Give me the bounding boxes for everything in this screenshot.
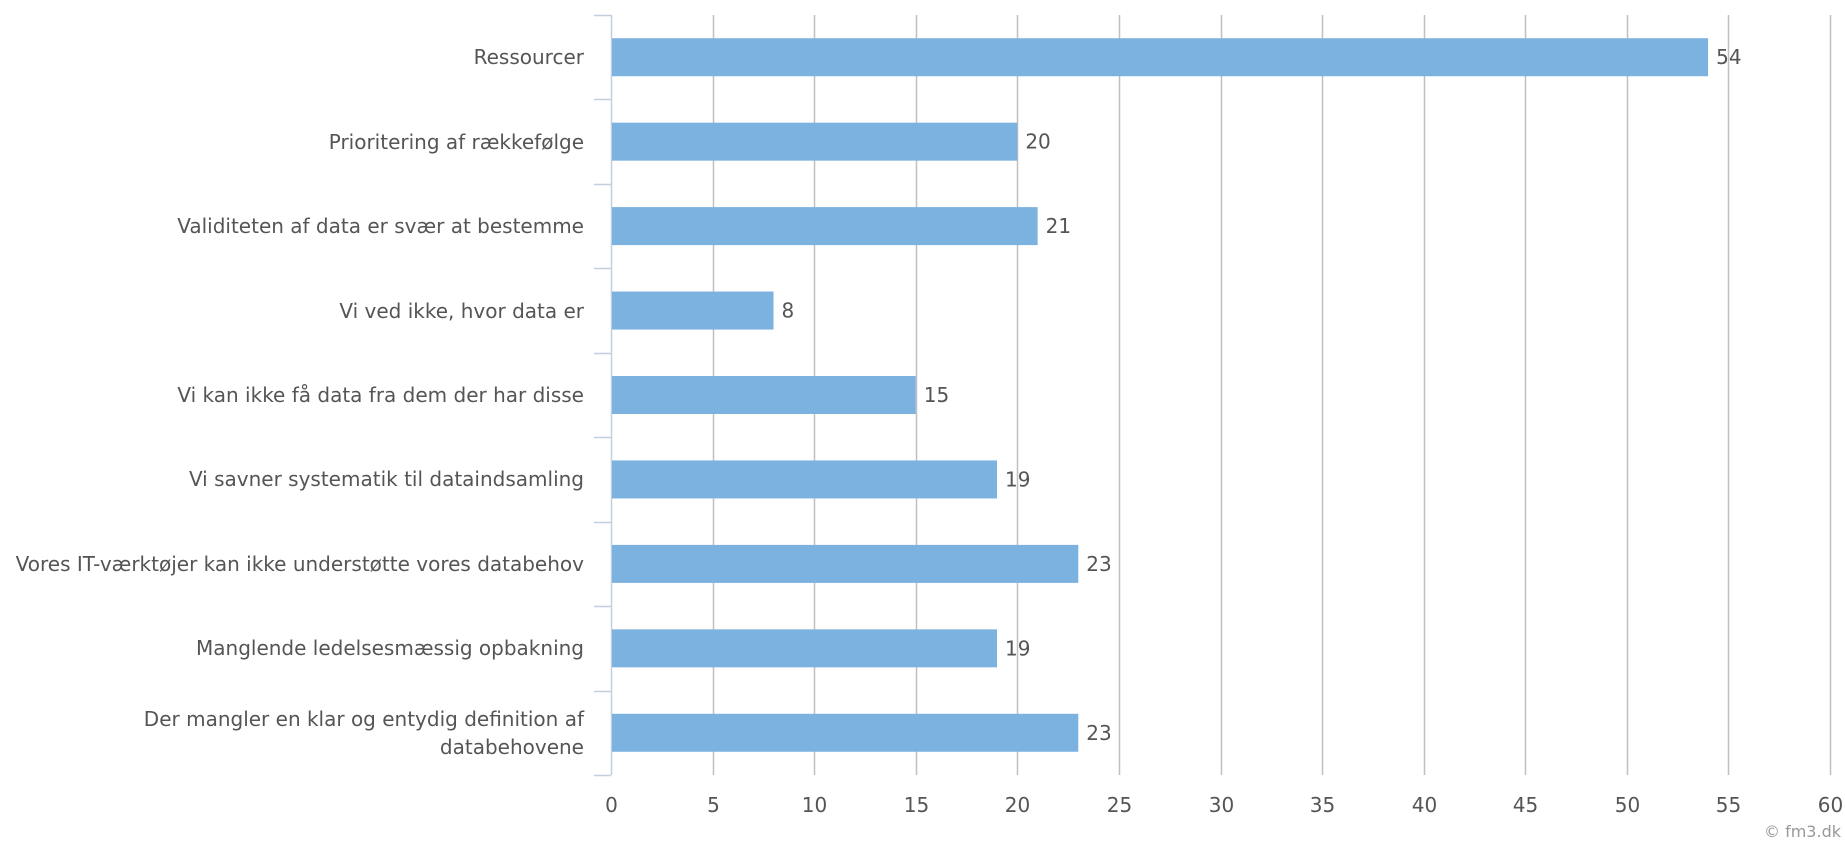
bar — [612, 376, 916, 414]
data-label: 15 — [924, 383, 949, 407]
bar — [612, 38, 1709, 77]
category-label: Manglende ledelsesmæssig opbakning — [196, 636, 584, 661]
data-label: 19 — [1005, 636, 1030, 660]
bar — [612, 122, 1018, 161]
x-tick-label: 45 — [1513, 793, 1538, 817]
x-tick-label: 30 — [1209, 793, 1234, 817]
category-label: Ressourcer — [473, 45, 584, 70]
chart-credit[interactable]: © fm3.dk — [1764, 822, 1841, 841]
category-label: Validiteten af data er svær at bestemme — [177, 214, 584, 239]
bar — [612, 460, 998, 499]
category-label: Vores IT-værktøjer kan ikke understøtte … — [15, 551, 584, 576]
data-label: 19 — [1005, 467, 1030, 491]
x-tick-label: 0 — [605, 793, 618, 817]
x-tick-label: 60 — [1818, 793, 1843, 817]
bar — [612, 713, 1079, 752]
x-tick-label: 10 — [802, 793, 827, 817]
category-label: Vi savner systematik til dataindsamling — [188, 467, 584, 492]
category-label: Vi kan ikke få data fra dem der har diss… — [177, 383, 584, 407]
category-label: Vi ved ikke, hvor data er — [339, 298, 584, 323]
x-tick-label: 20 — [1005, 793, 1030, 817]
data-label: 23 — [1086, 552, 1111, 576]
x-tick-label: 15 — [904, 793, 929, 817]
x-tick-label: 25 — [1107, 793, 1132, 817]
data-label: 54 — [1716, 45, 1741, 69]
bar — [612, 207, 1038, 246]
x-tick-label: 50 — [1615, 793, 1640, 817]
x-tick-label: 5 — [707, 793, 720, 817]
category-label: Prioritering af rækkefølge — [328, 129, 584, 154]
data-label: 8 — [782, 299, 795, 323]
x-tick-label: 40 — [1412, 793, 1437, 817]
x-tick-label: 35 — [1310, 793, 1335, 817]
bar — [612, 629, 998, 668]
bar — [612, 291, 774, 330]
data-label: 20 — [1025, 130, 1050, 154]
data-label: 21 — [1046, 214, 1071, 238]
bar — [612, 544, 1079, 583]
x-tick-label: 55 — [1716, 793, 1741, 817]
data-label: 23 — [1086, 721, 1111, 745]
category-label: Der mangler en klar og entydig definitio… — [143, 706, 584, 759]
